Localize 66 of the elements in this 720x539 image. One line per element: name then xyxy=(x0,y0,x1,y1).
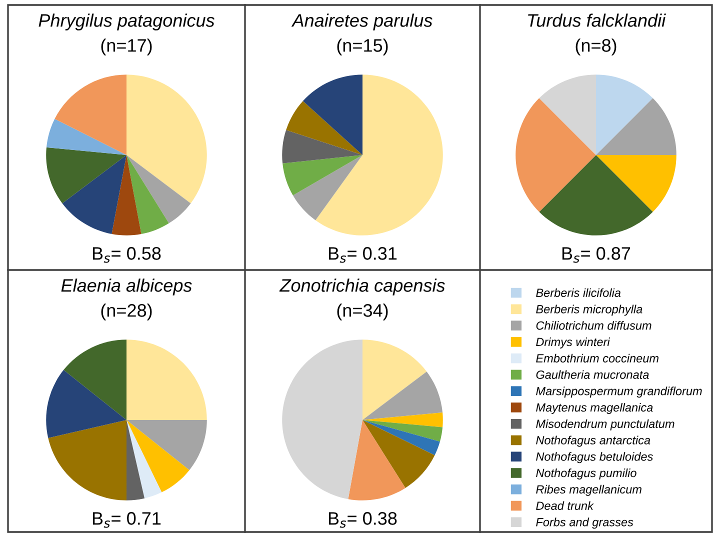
pie-slice xyxy=(126,74,207,204)
legend-label: Ribes magellanicum xyxy=(536,484,642,496)
legend-label: Marsippospermum grandiflorum xyxy=(536,386,702,398)
text: B$_{s}$= 0.31 xyxy=(328,247,397,263)
legend-label: Dead trunk xyxy=(536,501,594,510)
pie-slice xyxy=(362,412,443,428)
pie-slice xyxy=(46,118,126,155)
pie-slice xyxy=(315,74,443,236)
pie-slice xyxy=(112,155,142,236)
pie-slice xyxy=(516,98,596,212)
legend-label: Nothofagus antarctica xyxy=(536,436,650,447)
pie-slice xyxy=(126,155,191,224)
pie-slice xyxy=(596,98,676,155)
chart-title: Elaenia albiceps xyxy=(61,278,192,296)
pie-slice xyxy=(362,420,435,488)
pie-slice xyxy=(539,155,653,236)
legend-label: Misodendrum punctulatum xyxy=(536,419,674,430)
legend-label: Chiliotrichum diffusum xyxy=(536,321,652,330)
chart-title: Turdus falcklandii xyxy=(528,14,666,27)
pie-slice xyxy=(126,420,145,500)
pie-slice xyxy=(126,340,207,420)
pie-slice xyxy=(348,420,406,500)
pie-slice xyxy=(362,420,443,442)
pie-slice xyxy=(46,370,126,438)
legend-label: Embothrium coccineum xyxy=(536,354,658,363)
text: B$_{s}$= 0.71 xyxy=(92,512,161,528)
pie-slice xyxy=(596,155,676,212)
pie-slice xyxy=(48,420,126,500)
pie-slice xyxy=(126,420,190,492)
pie-slice xyxy=(292,155,362,220)
chart-title: Anairetes parulus xyxy=(291,14,432,30)
text: B$_{s}$= 0.87 xyxy=(562,247,630,263)
legend-label: Nothofagus pumilio xyxy=(536,468,636,480)
pie-slice xyxy=(282,130,362,164)
legend-label: Maytenus magellanica xyxy=(536,402,653,414)
legend-label: Nothofagus betuloides xyxy=(536,452,653,464)
pie-slice xyxy=(64,340,126,420)
text: B$_{s}$= 0.38 xyxy=(328,512,397,528)
chart-title: Zonotrichia capensis xyxy=(279,278,445,296)
pie-slice xyxy=(362,340,427,420)
chart-subtitle: (n=8) xyxy=(576,38,616,56)
chart-subtitle: (n=17) xyxy=(101,38,152,56)
legend-label: Berberis microphylla xyxy=(536,304,642,316)
pie-slice xyxy=(286,101,362,155)
pie-slice xyxy=(282,155,362,196)
pie-slice xyxy=(362,420,440,456)
chart-subtitle: (n=15) xyxy=(337,38,388,56)
pie-slice xyxy=(302,74,362,155)
legend-label: Berberis ilicifolia xyxy=(536,288,621,297)
pie-slice xyxy=(282,340,362,500)
pie-slice xyxy=(539,74,596,155)
pie-slice xyxy=(62,155,126,234)
text: B$_{s}$= 0.58 xyxy=(92,247,161,263)
chart-title: Phrygilus patagonicus xyxy=(38,14,214,30)
legend-label: Drimys winteri xyxy=(536,337,610,348)
pie-slice xyxy=(362,372,443,420)
pie-slice xyxy=(126,420,162,498)
chart-subtitle: (n=34) xyxy=(337,304,388,320)
pie-slice xyxy=(596,74,653,155)
legend-label: Forbs and grasses xyxy=(536,518,634,529)
pie-slice xyxy=(126,420,207,470)
pie-slice xyxy=(126,155,169,234)
legend-label: Gaultheria mucronata xyxy=(536,370,649,379)
chart-subtitle: (n=28) xyxy=(101,304,152,320)
pie-slice xyxy=(54,74,126,155)
pie-slice xyxy=(46,147,126,204)
